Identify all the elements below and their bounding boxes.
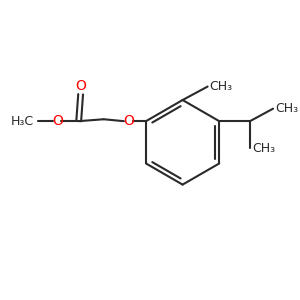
Text: O: O (52, 114, 63, 128)
Text: CH₃: CH₃ (209, 80, 232, 93)
Text: CH₃: CH₃ (275, 102, 298, 115)
Text: O: O (123, 114, 134, 128)
Text: H₃C: H₃C (11, 115, 34, 128)
Text: CH₃: CH₃ (252, 142, 275, 154)
Text: O: O (75, 79, 86, 93)
